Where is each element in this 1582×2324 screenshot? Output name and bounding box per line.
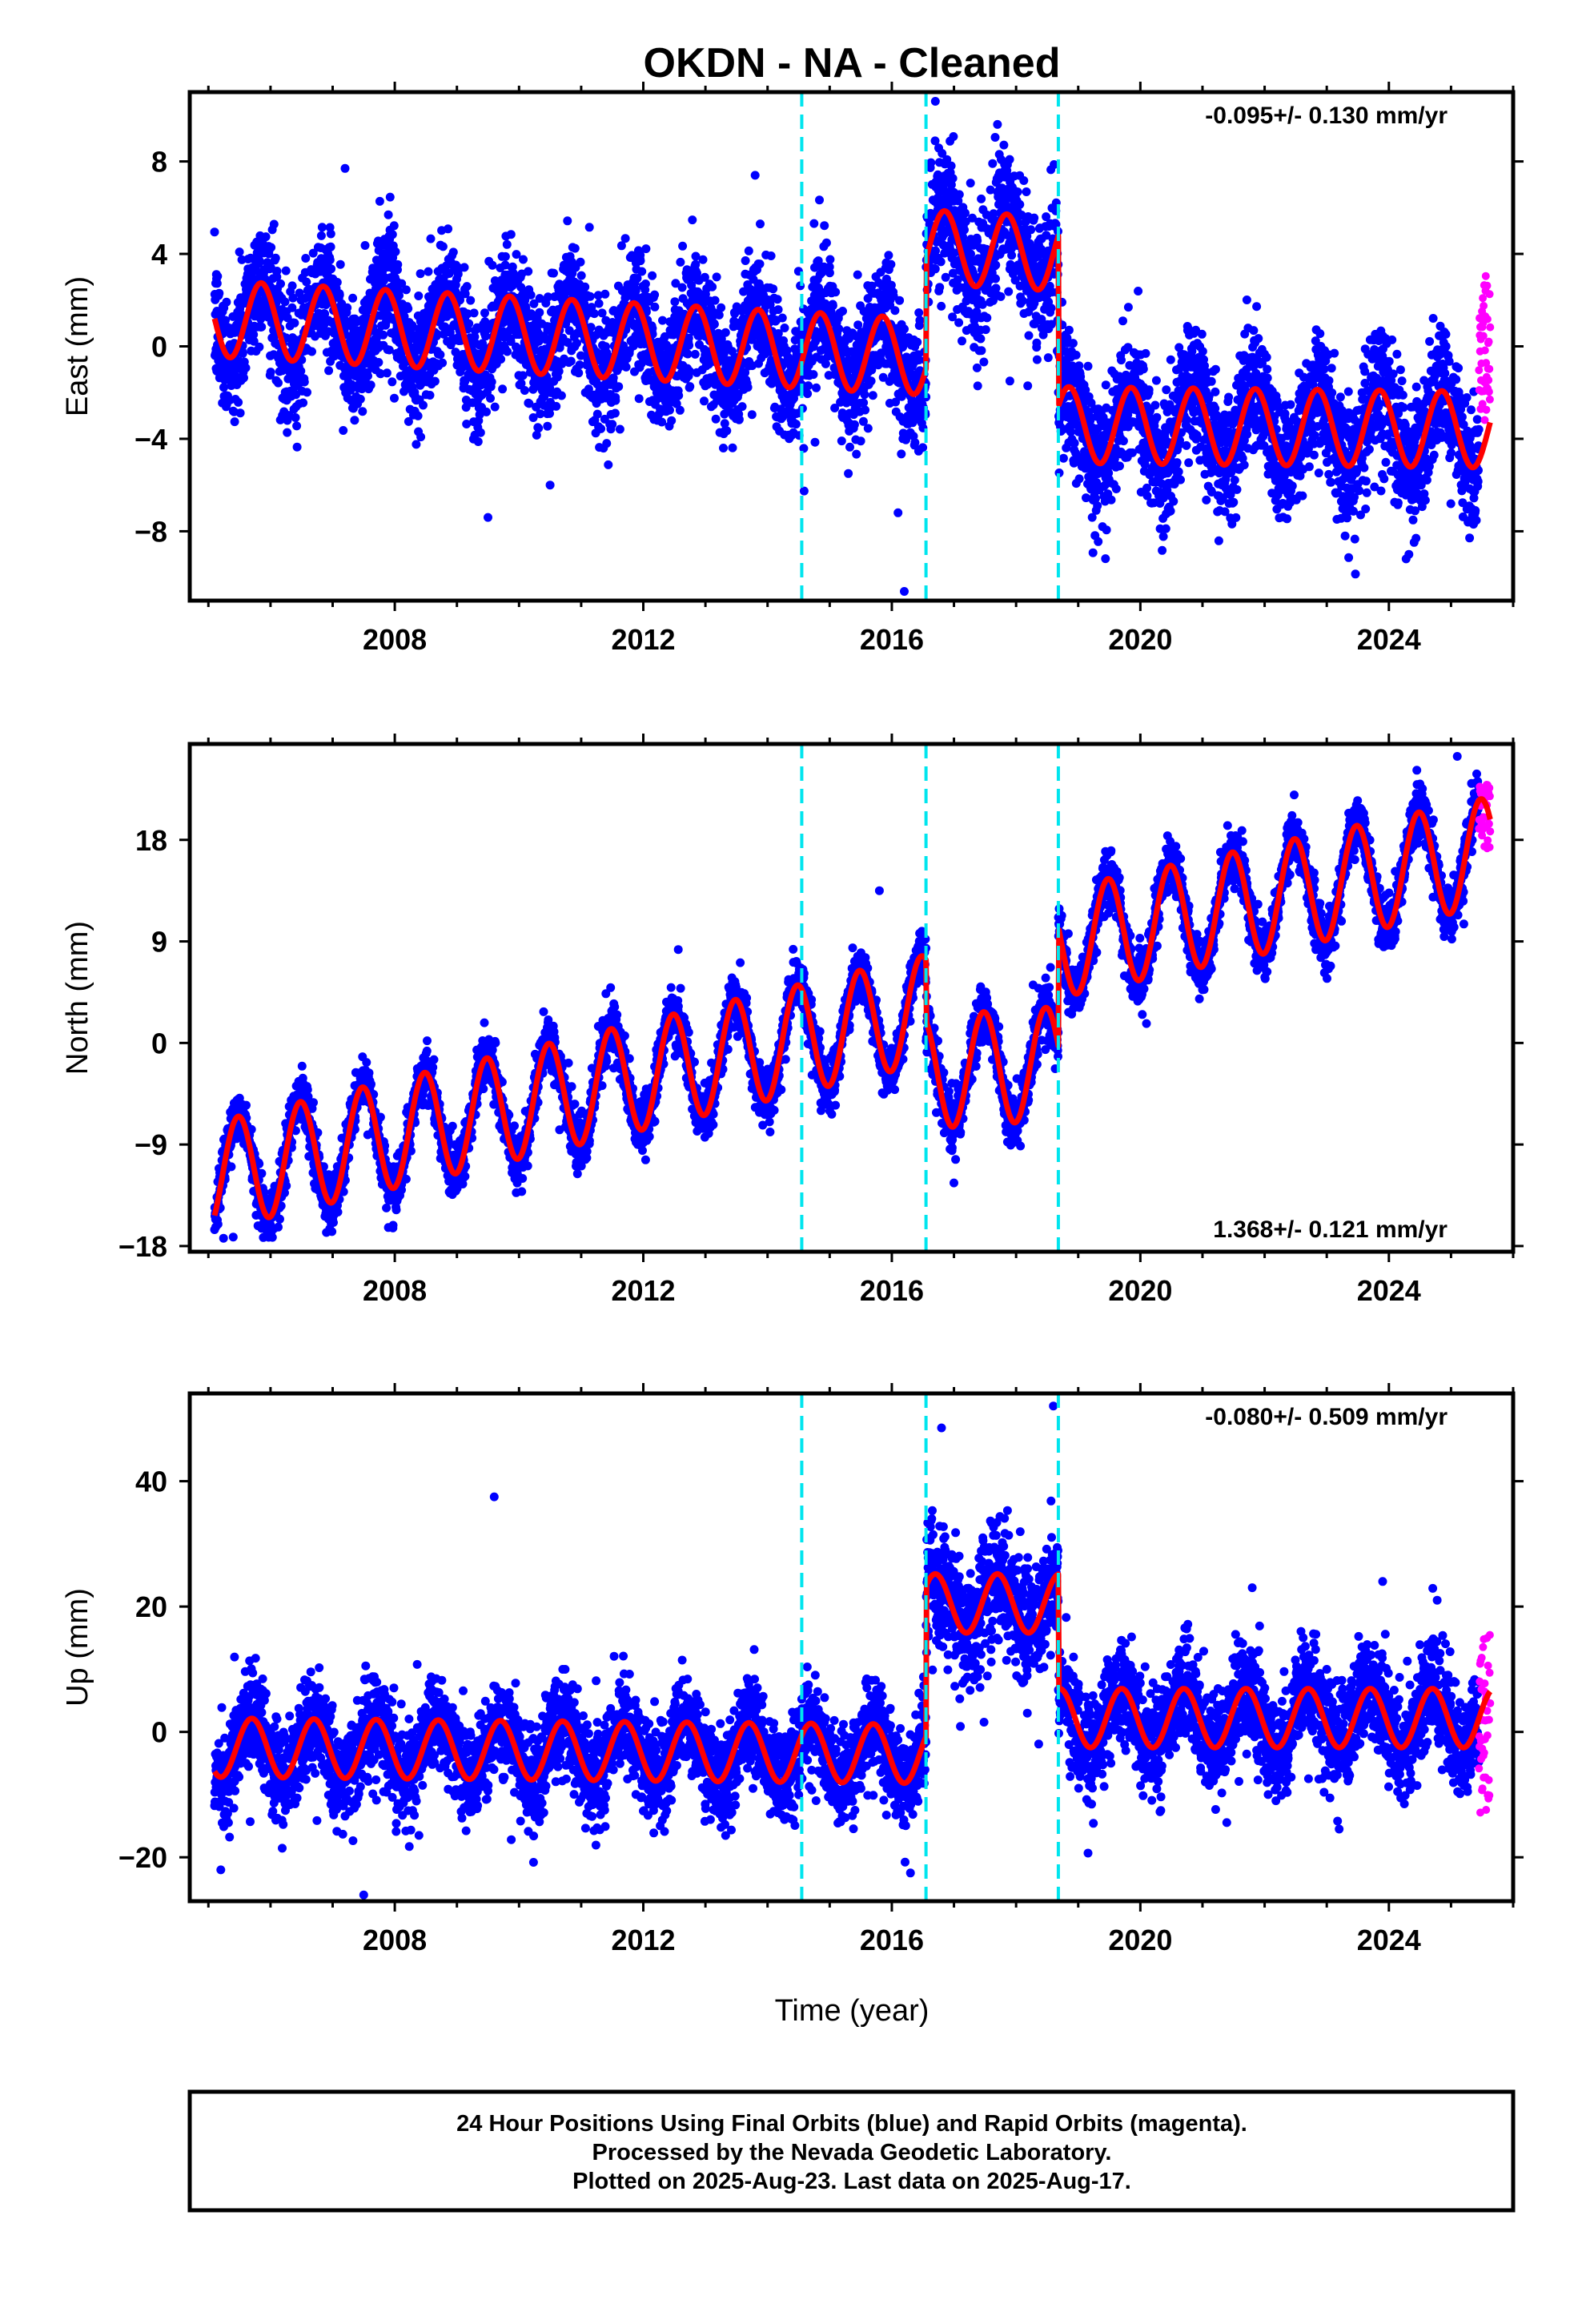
north-y-tick-label: 0 [151, 1027, 167, 1059]
east-y-tick-label: 8 [151, 146, 167, 179]
east-y-axis-label: East (mm) [61, 276, 94, 416]
up-x-tick-label: 2008 [363, 1924, 427, 1956]
north-x-tick-label: 2008 [363, 1274, 427, 1307]
up-y-tick-label: 40 [135, 1466, 167, 1498]
up-x-tick-label: 2012 [611, 1924, 675, 1956]
north-y-axis-label: North (mm) [61, 921, 94, 1075]
up-frame [187, 1391, 1516, 1904]
up-y-axis-label: Up (mm) [61, 1588, 94, 1707]
up-model-fit-line [212, 1570, 1493, 1787]
up-rate-label: -0.080+/- 0.509 mm/yr [1205, 1404, 1447, 1430]
up-y-tick-label: −20 [118, 1841, 167, 1874]
panel-east: 2008 2012 2016 2020 2024 −8 −4 0 4 8 East (mm) -0.0… [61, 82, 1524, 656]
footer-line-3: Plotted on 2025-Aug-23. Last data on 202… [572, 2169, 1131, 2194]
panel-up: 2008 2012 2016 2020 2024 −20 0 20 40 Up (mm) -0.08… [61, 1383, 1524, 1956]
north-y-tick-label: 9 [151, 926, 167, 959]
x-axis-label: Time (year) [775, 1994, 930, 2028]
east-x-tick-label: 2024 [1357, 623, 1421, 656]
east-y-tick-label: 0 [151, 331, 167, 364]
panel-north: 2008 2012 2016 2020 2024 −18 −9 0 9 18 North (mm) 1… [61, 734, 1524, 1307]
up-x-tick-label: 2016 [860, 1924, 924, 1956]
north-frame [187, 742, 1516, 1254]
east-x-tick-label: 2008 [363, 623, 427, 656]
panels: 2008 2012 2016 2020 2024 −8 −4 0 4 8 East (mm) -0.0… [61, 82, 1524, 1956]
north-x-tick-label: 2024 [1357, 1274, 1421, 1307]
east-y-tick-label: 4 [151, 238, 167, 271]
up-x-tick-label: 2020 [1108, 1924, 1172, 1956]
east-y-tick-label: −8 [135, 515, 167, 548]
north-model-fit-line [211, 796, 1493, 1220]
north-x-tick-label: 2016 [860, 1274, 924, 1307]
east-rapid-orbit-points [1475, 271, 1495, 424]
up-plot-area [210, 1401, 1495, 1900]
north-x-tick-label: 2012 [611, 1274, 675, 1307]
north-rate-label: 1.368+/- 0.121 mm/yr [1213, 1216, 1447, 1243]
east-y-tick-label: −4 [135, 423, 167, 456]
up-x-tick-label: 2024 [1357, 1924, 1421, 1956]
north-y-tick-label: −18 [118, 1230, 167, 1263]
east-x-tick-label: 2012 [611, 623, 675, 656]
up-final-orbit-points [210, 1401, 1484, 1900]
east-rate-label: -0.095+/- 0.130 mm/yr [1205, 103, 1447, 129]
footer-line-1: 24 Hour Positions Using Final Orbits (bl… [456, 2111, 1247, 2137]
north-y-tick-label: −9 [135, 1128, 167, 1161]
north-plot-area [210, 752, 1495, 1243]
east-x-tick-label: 2016 [860, 623, 924, 656]
footer-line-2: Processed by the Nevada Geodetic Laborat… [592, 2140, 1112, 2165]
up-y-tick-label: 0 [151, 1716, 167, 1749]
north-y-tick-label: 18 [135, 824, 167, 857]
chart-title: OKDN - NA - Cleaned [644, 40, 1061, 86]
east-x-tick-label: 2020 [1108, 623, 1172, 656]
up-rapid-orbit-points [1475, 1630, 1495, 1817]
north-x-tick-label: 2020 [1108, 1274, 1172, 1307]
footer-box [187, 2089, 1516, 2213]
east-model-fit-line [211, 207, 1493, 471]
up-y-tick-label: 20 [135, 1590, 167, 1623]
east-plot-area [210, 97, 1495, 596]
